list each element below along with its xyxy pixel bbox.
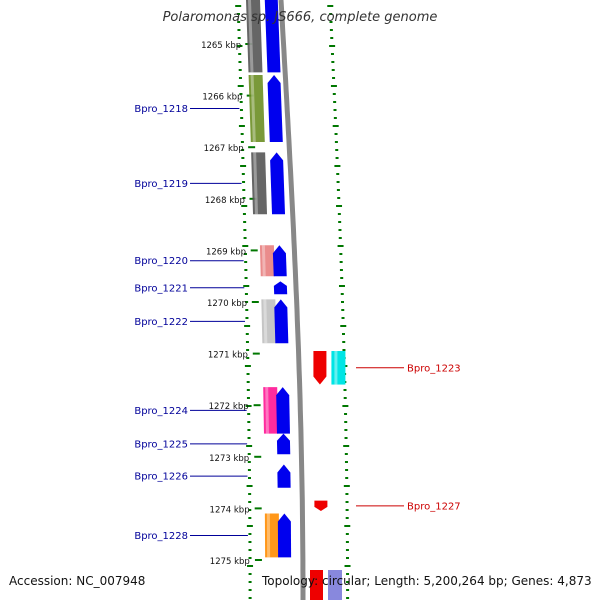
cog-bar-highlight: [263, 299, 268, 344]
forward-cds-arrow: [273, 281, 288, 295]
scale-tick-label: 1265 kbp: [201, 41, 241, 51]
cog-category-bar: [245, 0, 263, 73]
forward-cds-arrow: [276, 433, 291, 455]
cog-bar-highlight: [253, 152, 259, 215]
scale-tick-label: 1266 kbp: [202, 93, 242, 103]
cog-bar-highlight: [247, 0, 254, 73]
cog-bar-highlight: [250, 74, 256, 143]
reverse-cds-arrow: [313, 351, 327, 385]
scale-tick-label: 1269 kbp: [206, 247, 246, 257]
gene-label: Bpro_1226: [134, 472, 188, 483]
scale-tick-label: 1273 kbp: [209, 454, 249, 464]
scale-tick-label: 1270 kbp: [207, 299, 247, 309]
gene-label: Bpro_1222: [134, 317, 188, 328]
gene-label: Bpro_1225: [134, 439, 188, 450]
cog-category-bar: [261, 299, 277, 344]
cog-category-bar: [331, 351, 346, 385]
gene-label: Bpro_1223: [407, 363, 461, 374]
scale-tick-label: 1271 kbp: [208, 351, 248, 361]
scale-tick-label: 1267 kbp: [204, 144, 244, 154]
cog-category-bar: [263, 387, 278, 434]
backbone-line: [278, 0, 306, 600]
scale-tick-label: 1274 kbp: [210, 505, 250, 515]
forward-cds-arrow: [270, 152, 286, 215]
scale-tick-label: 1275 kbp: [210, 557, 250, 567]
cog-bar-highlight: [261, 245, 266, 277]
forward-cds-arrow: [277, 513, 292, 558]
forward-cds-arrow: [276, 387, 290, 434]
gene-label: Bpro_1220: [134, 256, 188, 267]
partial-forward-cds: [264, 0, 281, 73]
forward-cds-arrow: [277, 464, 291, 488]
gene-label: Bpro_1219: [134, 179, 188, 190]
reverse-cds-arrow: [314, 500, 328, 511]
scale-tick-label: 1272 kbp: [209, 402, 249, 412]
cog-category-bar: [259, 245, 275, 277]
cog-category-bar: [251, 152, 268, 215]
genome-summary: Topology: circular; Length: 5,200,264 bp…: [262, 574, 592, 588]
gene-label: Bpro_1218: [134, 104, 188, 115]
forward-cds-arrow: [272, 245, 287, 277]
gene-label: Bpro_1224: [134, 406, 188, 417]
gene-label: Bpro_1227: [407, 501, 461, 512]
accession-label: Accession: NC_007948: [9, 574, 146, 588]
forward-cds-arrow: [267, 74, 283, 143]
partial-reverse-cds: [310, 570, 323, 600]
cog-bar-highlight: [265, 387, 269, 434]
cog-category-bar: [264, 513, 280, 558]
cog-bar-highlight: [266, 513, 271, 558]
map-title: Polaromonas sp. JS666, complete genome: [162, 10, 438, 25]
gene-label: Bpro_1221: [134, 283, 188, 294]
cog-category-bar: [248, 74, 265, 143]
gene-label: Bpro_1228: [134, 531, 188, 542]
forward-cds-arrow: [274, 299, 289, 344]
cog-bar-highlight: [334, 351, 338, 385]
scale-tick-label: 1268 kbp: [205, 196, 245, 206]
partial-cog-bar: [328, 570, 342, 600]
